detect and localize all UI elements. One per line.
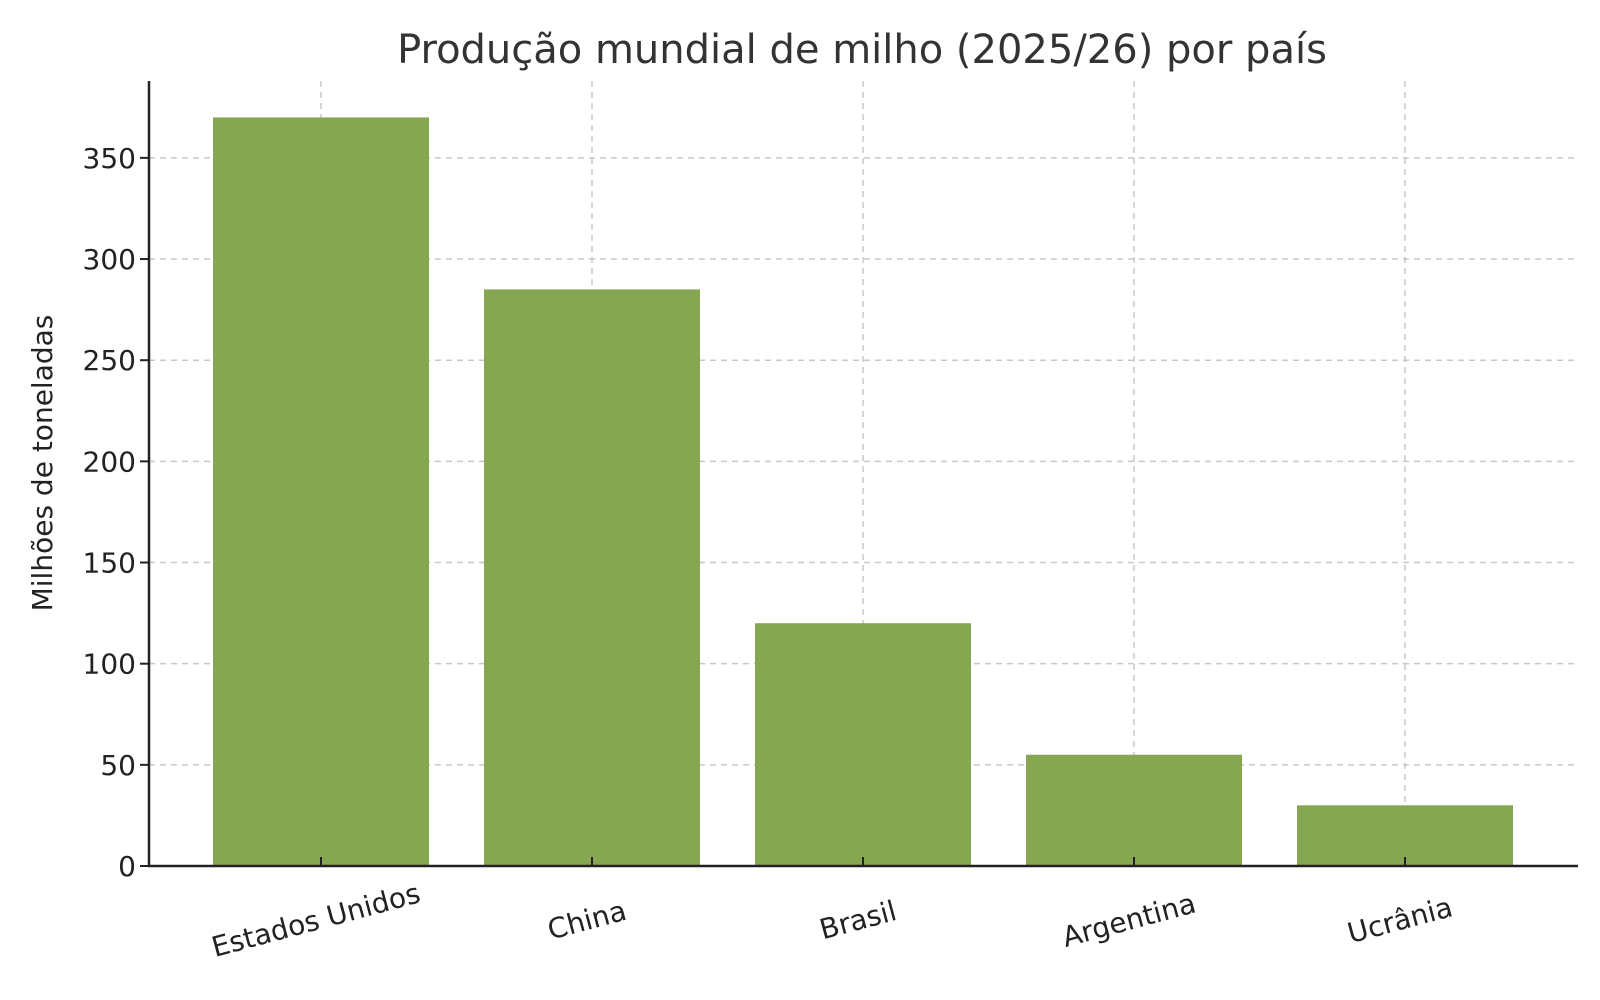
bar bbox=[213, 117, 429, 866]
x-tick-label: Ucrânia bbox=[1344, 890, 1456, 950]
x-tick-label: Argentina bbox=[1059, 887, 1199, 954]
chart-title: Produção mundial de milho (2025/26) por … bbox=[397, 27, 1327, 73]
bar bbox=[1297, 805, 1513, 866]
bar bbox=[1026, 754, 1242, 866]
y-tick-label: 100 bbox=[83, 648, 136, 681]
y-axis-label: Milhões de toneladas bbox=[26, 315, 59, 612]
y-axis-ticks: 0 50 100 150 200 250 300 350 bbox=[83, 142, 149, 883]
x-axis-ticks: Estados Unidos China Brasil Argentina Ucrâni… bbox=[208, 857, 1456, 964]
y-tick-label: 150 bbox=[83, 547, 136, 580]
bar bbox=[484, 289, 700, 866]
y-tick-label: 350 bbox=[83, 142, 136, 175]
y-tick-label: 250 bbox=[83, 344, 136, 377]
y-tick-label: 0 bbox=[118, 850, 136, 883]
y-tick-label: 300 bbox=[83, 243, 136, 276]
y-tick-label: 200 bbox=[83, 445, 136, 478]
bars bbox=[213, 117, 1513, 866]
x-tick-label: Estados Unidos bbox=[208, 877, 424, 964]
x-tick-label: Brasil bbox=[816, 894, 900, 946]
y-tick-label: 50 bbox=[100, 749, 136, 782]
x-tick-label: China bbox=[544, 894, 630, 947]
bar bbox=[755, 623, 971, 866]
